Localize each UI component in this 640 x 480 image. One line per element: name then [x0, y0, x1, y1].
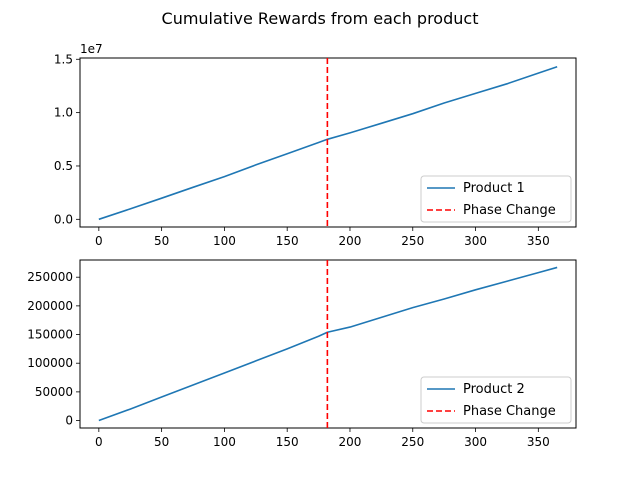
y-offset-text: 1e7 [80, 42, 103, 56]
x-tick-label: 0 [95, 234, 103, 248]
x-tick-label: 100 [213, 234, 236, 248]
legend-label: Phase Change [463, 203, 556, 218]
x-tick-label: 250 [401, 435, 424, 449]
x-tick-label: 50 [154, 234, 169, 248]
subplot-product-2: 0 50 100 150 200 250 300 350 0 50000 100000 150000 2… [27, 259, 577, 449]
x-tick-label: 200 [339, 234, 362, 248]
x-tick-label: 50 [154, 435, 169, 449]
y-tick-label: 1.0 [54, 106, 73, 120]
legend: Product 1 Phase Change [420, 175, 572, 223]
x-tick-label: 250 [401, 234, 424, 248]
x-tick-label: 150 [276, 234, 299, 248]
x-tick-label: 350 [527, 234, 550, 248]
y-tick-label: 250000 [27, 270, 73, 284]
subplot-product-1: 0 50 100 150 200 250 300 350 0.0 0.5 1.0 1.5 1e7 Prod… [54, 42, 577, 248]
x-tick-label: 350 [527, 435, 550, 449]
x-tick-label: 300 [464, 234, 487, 248]
x-tick-label: 150 [276, 435, 299, 449]
y-tick-label: 0.0 [54, 212, 73, 226]
y-tick-label: 1.5 [54, 52, 73, 66]
y-tick-label: 0.5 [54, 159, 73, 173]
legend-label: Phase Change [463, 404, 556, 419]
x-tick-label: 0 [95, 435, 103, 449]
x-tick-label: 300 [464, 435, 487, 449]
x-tick-label: 200 [339, 435, 362, 449]
y-tick-label: 150000 [27, 328, 73, 342]
y-tick-label: 0 [65, 414, 73, 428]
legend-box [420, 376, 572, 424]
y-tick-label: 50000 [35, 385, 73, 399]
y-tick-label: 200000 [27, 299, 73, 313]
legend-label: Product 1 [463, 181, 525, 196]
figure-title: Cumulative Rewards from each product [162, 9, 479, 28]
x-tick-label: 100 [213, 435, 236, 449]
legend-box [420, 175, 572, 223]
legend: Product 2 Phase Change [420, 376, 572, 424]
y-tick-label: 100000 [27, 356, 73, 370]
legend-label: Product 2 [463, 382, 525, 397]
